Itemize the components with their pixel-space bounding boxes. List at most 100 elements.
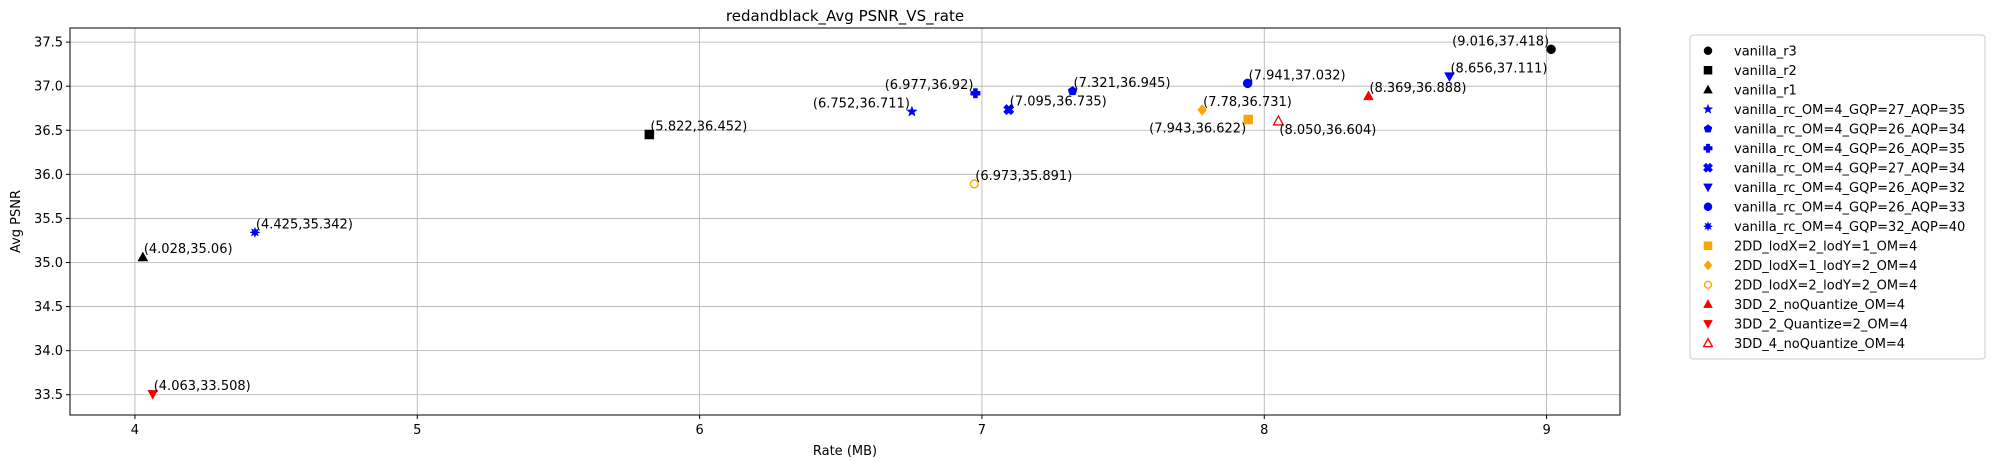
legend-entry: 2DD_lodX=2_lodY=1_OM=4 (1703, 239, 1917, 254)
y-tick-label: 37.5 (34, 36, 63, 51)
y-tick-label: 35.5 (34, 212, 63, 227)
legend-label: 3DD_2_Quantize=2_OM=4 (1734, 317, 1908, 332)
legend-label: vanilla_r1 (1734, 83, 1797, 98)
data-label: (6.973,35.891) (975, 169, 1072, 184)
legend-marker (1702, 337, 1714, 348)
legend-label: vanilla_rc_OM=4_GQP=32_AQP=40 (1734, 220, 1965, 235)
legend-marker (1703, 143, 1713, 153)
legend-label: vanilla_rc_OM=4_GQP=26_AQP=34 (1734, 122, 1965, 137)
data-labels: (9.016,37.418) (5.822,36.452) (4.028,35.06… (144, 34, 1549, 394)
x-tick-label: 5 (413, 423, 421, 438)
data-label: (8.050,36.604) (1279, 123, 1376, 138)
data-label: (7.095,36.735) (1010, 95, 1107, 110)
data-point (1067, 86, 1078, 96)
data-label: (7.321,36.945) (1074, 76, 1171, 91)
data-label: (6.752,36.711) (813, 97, 910, 112)
data-label: (8.656,37.111) (1450, 61, 1547, 76)
data-label: (9.016,37.418) (1452, 34, 1549, 49)
legend-label: 2DD_lodX=1_lodY=2_OM=4 (1734, 259, 1917, 274)
data-point (969, 179, 979, 189)
data-points (137, 44, 1556, 400)
y-tick-label: 37.0 (34, 80, 63, 95)
x-tick-label: 7 (978, 423, 986, 438)
legend-marker (1703, 162, 1713, 173)
chart-title: redandblack_Avg PSNR_VS_rate (726, 7, 964, 26)
x-tick-label: 6 (695, 423, 703, 438)
legend-entry: 3DD_4_noQuantize_OM=4 (1702, 337, 1905, 352)
grid (70, 28, 1620, 415)
legend: vanilla_r3 vanilla_r2 vanilla_r1 vanilla_rc… (1689, 34, 1986, 360)
data-label: (4.063,33.508) (154, 379, 251, 394)
legend-marker (1703, 260, 1713, 271)
y-tick-label: 36.5 (34, 124, 63, 139)
legend-marker (1703, 202, 1713, 211)
data-point (970, 88, 981, 99)
y-tick-label: 33.5 (34, 388, 63, 403)
legend-entry: vanilla_r2 (1703, 64, 1797, 79)
legend-entry: vanilla_r3 (1703, 44, 1797, 59)
plot-area-frame (69, 27, 1621, 416)
data-point (249, 226, 261, 239)
legend-label: vanilla_rc_OM=4_GQP=27_AQP=35 (1734, 103, 1965, 118)
data-label: (7.943,36.622) (1149, 122, 1246, 137)
y-axis-label: Avg PSNR (9, 190, 24, 253)
axis-ticks: 4 5 6 7 8 9 33.5 34.0 34.5 35.0 35.5 36.0 36.5 37.0 37… (34, 36, 1551, 438)
data-point (1363, 90, 1374, 101)
legend-marker (1704, 280, 1712, 289)
data-label: (4.425,35.342) (256, 217, 353, 232)
legend-entry: 2DD_lodX=1_lodY=2_OM=4 (1703, 259, 1917, 274)
legend-label: vanilla_r3 (1734, 44, 1797, 59)
x-tick-label: 8 (1260, 423, 1268, 438)
legend-entry: 2DD_lodX=2_lodY=2_OM=4 (1704, 278, 1917, 293)
data-label: (5.822,36.452) (650, 119, 747, 134)
legend-label: vanilla_rc_OM=4_GQP=26_AQP=33 (1734, 200, 1965, 215)
legend-label: vanilla_r2 (1734, 64, 1797, 79)
legend-marker (1703, 66, 1713, 75)
legend-marker (1702, 103, 1714, 114)
legend-entry: vanilla_rc_OM=4_GQP=26_AQP=34 (1703, 122, 1965, 137)
legend-entry: vanilla_rc_OM=4_GQP=27_AQP=35 (1702, 103, 1965, 118)
data-point (644, 129, 655, 140)
legend-label: vanilla_rc_OM=4_GQP=26_AQP=32 (1734, 181, 1965, 196)
legend-label: 3DD_4_noQuantize_OM=4 (1734, 337, 1905, 352)
legend-entry: vanilla_r1 (1703, 83, 1797, 98)
data-point (1197, 104, 1207, 116)
legend-label: vanilla_rc_OM=4_GQP=26_AQP=35 (1734, 142, 1965, 157)
legend-entry: vanilla_rc_OM=4_GQP=26_AQP=35 (1703, 142, 1965, 157)
legend-entry: 3DD_2_noQuantize_OM=4 (1703, 298, 1905, 313)
legend-frame (1689, 34, 1986, 360)
legend-marker (1703, 84, 1713, 94)
legend-marker (1703, 241, 1713, 250)
data-label: (7.941,37.032) (1249, 68, 1346, 83)
legend-entry: vanilla_rc_OM=4_GQP=26_AQP=32 (1703, 181, 1965, 196)
y-tick-label: 35.0 (34, 256, 63, 271)
x-axis-label: Rate (MB) (813, 444, 877, 459)
legend-marker (1703, 299, 1713, 308)
data-point (1003, 104, 1015, 115)
data-label: (4.028,35.06) (144, 242, 233, 257)
legend-marker (1703, 183, 1713, 193)
data-label: (8.369,36.888) (1369, 81, 1466, 96)
legend-marker (1703, 320, 1713, 329)
legend-label: 2DD_lodX=2_lodY=1_OM=4 (1734, 239, 1917, 254)
y-tick-label: 34.5 (34, 300, 63, 315)
data-label: (7.78,36.731) (1203, 95, 1292, 110)
data-label: (6.977,36.92) (885, 78, 974, 93)
legend-marker (1703, 46, 1713, 55)
data-point (1444, 72, 1455, 83)
data-point (137, 251, 149, 262)
data-point (1243, 114, 1253, 125)
data-point (1272, 114, 1285, 126)
data-point (1546, 44, 1556, 55)
legend-entry: vanilla_rc_OM=4_GQP=32_AQP=40 (1702, 220, 1965, 235)
legend-entry: vanilla_rc_OM=4_GQP=26_AQP=33 (1703, 200, 1965, 215)
legend-entry: vanilla_rc_OM=4_GQP=27_AQP=34 (1703, 161, 1965, 176)
data-point (906, 105, 918, 117)
data-point (147, 389, 159, 400)
data-point (1242, 78, 1253, 89)
legend-marker (1703, 124, 1713, 133)
x-tick-label: 4 (131, 423, 139, 438)
legend-label: 2DD_lodX=2_lodY=2_OM=4 (1734, 278, 1917, 293)
